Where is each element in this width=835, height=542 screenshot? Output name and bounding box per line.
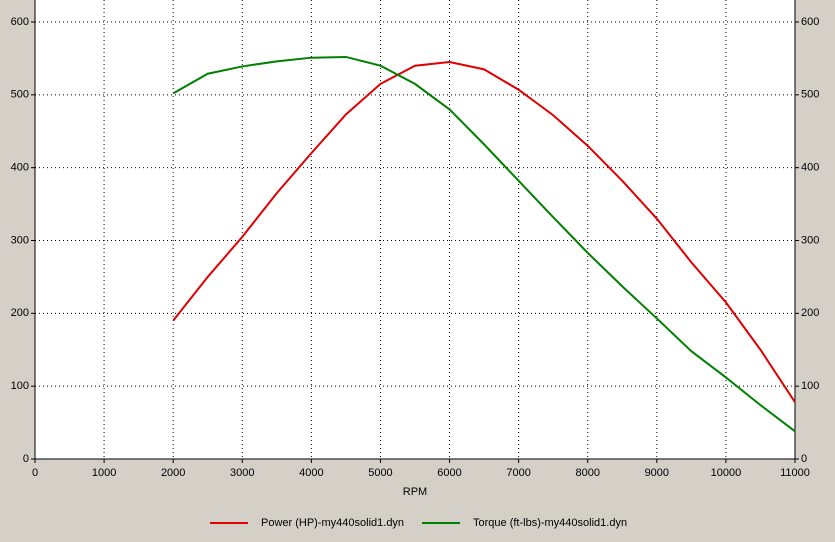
legend-label: Torque (ft-lbs)-my440solid1.dyn	[473, 517, 627, 529]
x-axis-label: RPM	[403, 486, 427, 498]
y-tick-label-right: 400	[801, 162, 819, 174]
x-tick-label: 2000	[161, 467, 185, 479]
x-tick-label: 11000	[780, 467, 810, 479]
y-tick-label-right: 100	[801, 380, 819, 392]
x-tick-label: 4000	[299, 467, 323, 479]
x-tick-label: 5000	[368, 467, 392, 479]
y-tick-label-right: 500	[801, 89, 819, 101]
y-tick-label: 500	[11, 89, 29, 101]
y-tick-label: 300	[11, 234, 29, 246]
x-tick-label: 7000	[506, 467, 530, 479]
y-tick-label: 200	[11, 307, 29, 319]
y-tick-label-right: 0	[801, 453, 807, 465]
x-tick-label: 3000	[230, 467, 254, 479]
x-tick-label: 0	[32, 467, 38, 479]
data-line	[172, 61, 796, 403]
x-tick-label: 8000	[575, 467, 599, 479]
x-tick-label: 9000	[645, 467, 669, 479]
y-tick-label-right: 600	[801, 16, 819, 28]
y-tick-label-right: 200	[801, 307, 819, 319]
plot-area	[35, 0, 795, 459]
y-tick-label: 100	[11, 380, 29, 392]
x-tick-label: 1000	[92, 467, 116, 479]
y-tick-label: 400	[11, 162, 29, 174]
y-tick-label: 0	[23, 453, 29, 465]
legend-label: Power (HP)-my440solid1.dyn	[261, 517, 404, 529]
y-tick-label-right: 300	[801, 234, 819, 246]
x-tick-label: 10000	[711, 467, 742, 479]
data-line	[172, 55, 796, 433]
x-tick-label: 6000	[437, 467, 461, 479]
y-tick-label: 600	[11, 16, 29, 28]
